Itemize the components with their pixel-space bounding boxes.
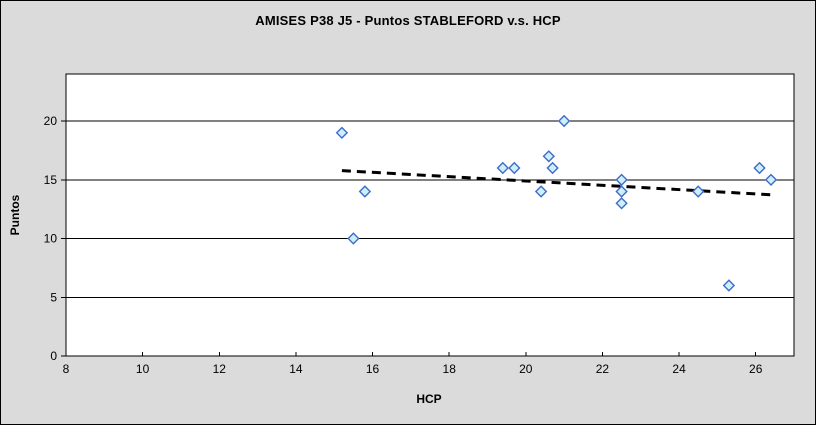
data-point-marker: [615, 197, 628, 210]
plot-border: [65, 73, 795, 357]
data-point-marker: [722, 279, 736, 292]
data-point-marker: [764, 173, 778, 186]
y-tick-label: 5: [50, 290, 57, 304]
data-point-marker: [534, 185, 548, 198]
data-point-marker: [358, 185, 372, 198]
y-tick-label: 10: [44, 232, 58, 246]
y-tick-label: 0: [50, 349, 57, 363]
data-point-marker: [508, 161, 521, 175]
x-tick-label: 24: [672, 362, 686, 376]
data-point-marker: [692, 185, 705, 198]
data-point-marker: [753, 161, 766, 175]
chart-title: AMISES P38 J5 - Puntos STABLEFORD v.s. H…: [255, 13, 561, 28]
data-point-marker: [347, 232, 360, 245]
y-tick-label: 15: [44, 173, 58, 187]
plot-background: [66, 74, 794, 356]
y-tick-label: 20: [44, 114, 58, 128]
data-point-marker: [615, 173, 628, 186]
trendline: [341, 169, 772, 197]
x-tick-label: 14: [289, 362, 303, 376]
data-point-marker: [335, 126, 349, 139]
data-point-marker: [557, 114, 571, 128]
x-tick-label: 18: [443, 362, 457, 376]
x-tick-label: 8: [63, 362, 70, 376]
x-tick-label: 22: [596, 362, 610, 376]
x-tick-label: 26: [749, 362, 763, 376]
x-axis-title: HCP: [416, 392, 442, 406]
x-tick-label: 10: [136, 362, 150, 376]
x-tick-label: 12: [213, 362, 227, 376]
data-point-marker: [496, 161, 509, 175]
x-tick-label: 16: [366, 362, 380, 376]
data-point-marker: [542, 150, 555, 163]
data-point-marker: [546, 161, 559, 175]
data-point-marker: [615, 185, 628, 198]
x-tick-label: 20: [519, 362, 533, 376]
